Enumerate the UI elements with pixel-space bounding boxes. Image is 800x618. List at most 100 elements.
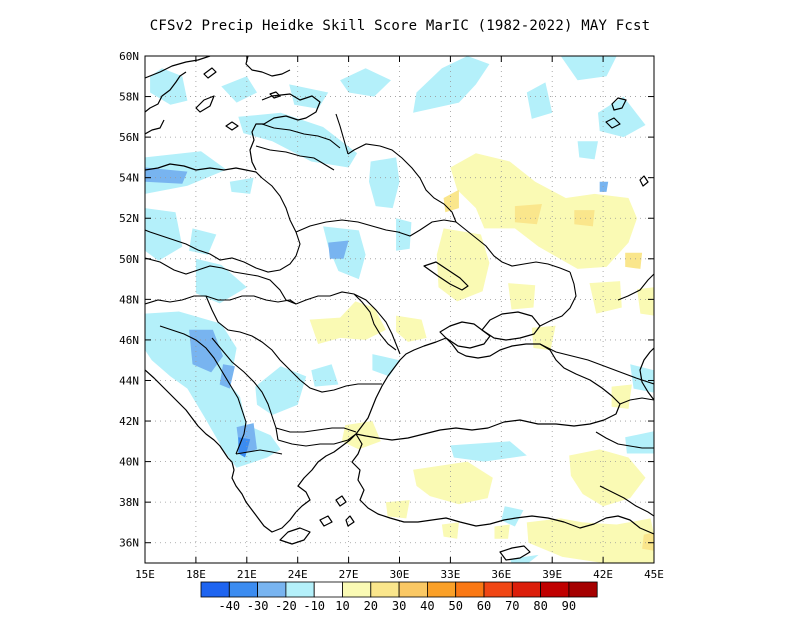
tick-label-lon-42: 42E [593,568,613,581]
skill-region-19 [311,364,339,387]
tick-label-lat-46: 46N [119,334,139,347]
border-hungary-serbia [205,295,382,393]
colorbar-label-11: 80 [533,599,547,613]
border-bulgaria-greece-turkey [235,433,357,455]
border-austria-hungary [145,295,297,305]
tick-label-lat-58: 58N [119,91,139,104]
colorbar-swatch-9 [455,581,485,598]
skill-region-7 [598,96,646,138]
tick-label-lon-45: 45E [644,568,664,581]
tick-label-lat-56: 56N [119,131,139,144]
skill-region-49 [494,524,510,539]
skill-region-25 [501,506,524,527]
coastline-poland [145,163,263,179]
skill-region-40 [396,315,427,342]
skill-region-47 [526,518,654,563]
skill-region-39 [309,301,386,344]
skill-region-32 [599,181,609,192]
colorbar-label-4: 10 [335,599,349,613]
tick-label-lon-39: 39E [542,568,562,581]
skill-region-0 [150,68,188,105]
skill-region-22 [450,441,527,462]
skill-region-16 [195,258,247,304]
coastline-islands [195,67,281,131]
skill-region-51 [574,210,595,227]
colorbar-swatch-0 [200,581,230,598]
boundaries-layer [145,56,654,561]
colorbar-label-1: -30 [247,599,269,613]
border-caucasus [539,343,654,385]
tick-label-lat-50: 50N [119,253,139,266]
coastline-sweden [145,56,211,135]
colorbar-label-3: -10 [303,599,325,613]
border-poland [145,177,301,273]
colorbar: -40 -30 -20 -10 10 20 30 40 50 60 70 80 90 [200,581,598,613]
colorbar-label-7: 40 [420,599,434,613]
skill-region-26 [509,554,539,563]
colorbar-swatch-6 [370,581,400,598]
border-balkans [159,325,357,455]
colorbar-swatch-13 [568,581,598,598]
skill-region-37 [589,281,622,314]
skill-region-36 [508,283,536,310]
colorbar-swatch-1 [228,581,259,598]
tick-label-lon-33: 33E [440,568,460,581]
skill-region-4 [413,56,490,113]
skill-region-28 [328,240,349,259]
colorbar-label-0: -40 [218,599,240,613]
skill-region-42 [611,384,632,409]
coastline-cyprus [499,545,531,561]
tick-label-lon-36: 36E [491,568,511,581]
map-title: CFSv2 Precip Heidke Skill Score MarIC (1… [149,18,651,34]
skill-region-38 [637,287,654,316]
skill-region-8 [577,141,598,160]
skill-region-34 [450,153,637,269]
skill-region-30 [219,364,235,389]
border-czech-slovakia [145,257,297,305]
tick-label-lat-48: 48N [119,293,139,306]
skill-region-6 [560,56,617,81]
border-turkey-east [595,397,654,517]
skill-region-3 [340,68,391,97]
border-russia-belarus [347,143,457,223]
skill-region-33 [238,437,251,458]
coastline-adriatic [145,369,297,533]
colorbar-label-5: 20 [364,599,378,613]
border-romania-moldova [295,291,401,355]
coastline-lakes [423,97,649,291]
colorbar-swatch-2 [257,581,287,598]
tick-label-lat-54: 54N [119,172,139,185]
skill-region-5 [526,82,553,119]
shading-layer [145,56,654,563]
tick-label-lat-40: 40N [119,456,139,469]
tick-label-lat-42: 42N [119,415,139,428]
colorbar-swatch-10 [483,581,513,598]
coastline-aegean [351,433,517,527]
colorbar-swatch-3 [285,581,315,598]
coastline-baltic-east [245,56,321,171]
skill-region-21 [229,177,254,194]
skill-region-50 [514,204,542,225]
colorbar-swatch-11 [511,581,541,598]
colorbar-label-12: 90 [562,599,576,613]
skill-region-23 [630,364,654,393]
tick-label-lon-30: 30E [390,568,410,581]
colorbar-swatch-5 [342,581,372,598]
border-russia-kazakhstan [617,273,654,301]
colorbar-label-9: 60 [477,599,491,613]
skill-region-48 [441,522,459,539]
skill-region-53 [625,252,643,269]
skill-region-27 [145,167,188,184]
coastline-greece [279,433,357,545]
skill-region-1 [221,76,257,103]
colorbar-label-6: 30 [392,599,406,613]
colorbar-label-10: 70 [505,599,519,613]
tick-label-lat-36: 36N [119,537,139,550]
tick-label-lat-44: 44N [119,374,139,387]
skill-region-13 [145,208,183,261]
skill-region-10 [369,157,400,209]
colorbar-swatch-4 [313,581,343,598]
skill-region-46 [385,500,410,519]
tick-label-lon-21: 21E [237,568,257,581]
